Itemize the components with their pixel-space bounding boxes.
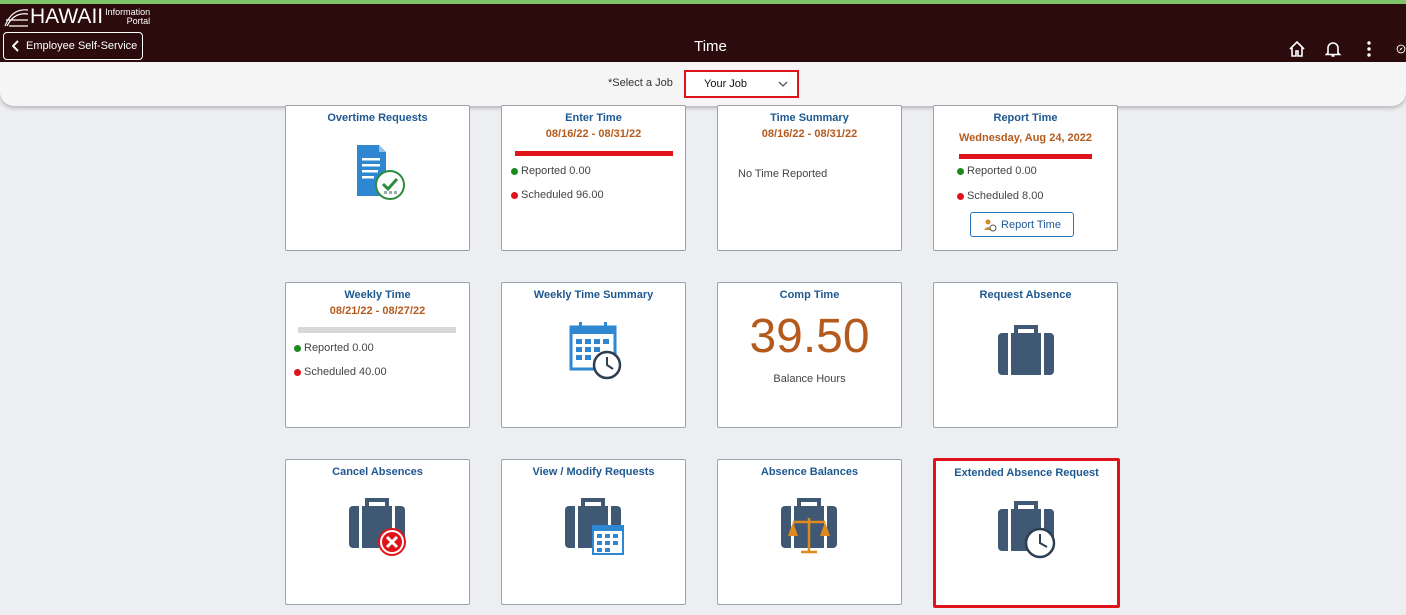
- tile-title: Report Time: [993, 112, 1058, 124]
- reported-stat: Reported 0.00: [294, 342, 374, 354]
- progress-bar: [515, 151, 673, 156]
- tile-title: Comp Time: [779, 289, 840, 301]
- tile-title: Overtime Requests: [327, 112, 428, 124]
- more-icon[interactable]: [1360, 40, 1378, 58]
- tile-title: Request Absence: [979, 289, 1072, 301]
- tile-weekly-time-summary[interactable]: Weekly Time Summary: [501, 282, 686, 428]
- tile-date: Wednesday, Aug 24, 2022: [958, 132, 1093, 144]
- tile-title: Weekly Time: [344, 289, 411, 301]
- employee-self-service-back-button[interactable]: Employee Self-Service: [3, 32, 143, 60]
- job-select-value: Your Job: [704, 78, 748, 90]
- reported-dot: [957, 167, 964, 175]
- tile-weekly-time[interactable]: Weekly Time 08/21/22 - 08/27/22 Reported…: [285, 282, 470, 428]
- tile-title: Absence Balances: [760, 466, 859, 478]
- tile-title: Weekly Time Summary: [533, 289, 654, 301]
- tile-title: Time Summary: [770, 112, 849, 124]
- no-time-text: No Time Reported: [738, 168, 828, 180]
- report-time-button[interactable]: Report Time: [970, 212, 1074, 237]
- job-selector-bar: *Select a Job Your Job: [0, 62, 1406, 106]
- tile-title: Cancel Absences: [332, 466, 423, 478]
- scheduled-stat: Scheduled 96.00: [511, 189, 604, 201]
- logo-text: HAWAII: [30, 5, 104, 28]
- hawaii-portal-logo: HAWAII Information Portal: [4, 6, 150, 28]
- tile-overtime-requests[interactable]: Overtime Requests: [285, 105, 470, 251]
- document-check-icon: [286, 142, 469, 202]
- tile-period: 08/16/22 - 08/31/22: [545, 128, 642, 140]
- select-job-label: *Select a Job: [608, 77, 673, 89]
- header-actions: [1288, 40, 1406, 58]
- person-clock-icon: [984, 219, 997, 231]
- tile-comp-time[interactable]: Comp Time 39.50 Balance Hours: [717, 282, 902, 428]
- chevron-left-icon: [12, 40, 19, 52]
- briefcase-cancel-icon: [286, 496, 469, 558]
- tile-enter-time[interactable]: Enter Time 08/16/22 - 08/31/22 Reported …: [501, 105, 686, 251]
- reported-stat: Reported 0.00: [957, 165, 1037, 177]
- tile-period: 08/16/22 - 08/31/22: [761, 128, 858, 140]
- reported-dot: [294, 344, 301, 352]
- tile-cancel-absences[interactable]: Cancel Absences: [285, 459, 470, 605]
- tile-title: View / Modify Requests: [532, 466, 655, 478]
- back-button-label: Employee Self-Service: [26, 40, 138, 52]
- job-select-dropdown[interactable]: Your Job: [684, 70, 799, 98]
- tile-title: Enter Time: [565, 112, 622, 124]
- progress-bar: [959, 154, 1092, 159]
- progress-bar: [298, 327, 456, 333]
- briefcase-icon: [934, 323, 1117, 377]
- reported-dot: [511, 167, 518, 175]
- briefcase-clock-icon: [936, 499, 1117, 561]
- tile-time-summary[interactable]: Time Summary 08/16/22 - 08/31/22 No Time…: [717, 105, 902, 251]
- scheduled-dot: [294, 368, 301, 376]
- briefcase-calendar-icon: [502, 496, 685, 558]
- tile-request-absence[interactable]: Request Absence: [933, 282, 1118, 428]
- scheduled-dot: [957, 192, 964, 200]
- chevron-down-icon: [778, 81, 788, 87]
- balance-caption: Balance Hours: [773, 373, 846, 385]
- scheduled-stat: Scheduled 8.00: [957, 190, 1043, 202]
- top-banner: HAWAII Information Portal Employee Self-…: [0, 0, 1406, 62]
- tile-view-modify-requests[interactable]: View / Modify Requests: [501, 459, 686, 605]
- calendar-clock-icon: [502, 319, 685, 381]
- tile-extended-absence-request[interactable]: Extended Absence Request: [933, 458, 1120, 608]
- logo-subtext: Information Portal: [105, 7, 151, 26]
- scheduled-dot: [511, 191, 518, 199]
- home-icon[interactable]: [1288, 40, 1306, 58]
- logo-mark-icon: [4, 9, 29, 27]
- tile-period: 08/21/22 - 08/27/22: [329, 305, 426, 317]
- bell-icon[interactable]: [1324, 40, 1342, 58]
- page-title: Time: [694, 38, 727, 55]
- tile-absence-balances[interactable]: Absence Balances: [717, 459, 902, 605]
- tile-title: Extended Absence Request: [954, 467, 1099, 479]
- compass-icon[interactable]: [1396, 40, 1406, 58]
- comp-time-balance: 39.50: [749, 310, 870, 363]
- tile-report-time[interactable]: Report Time Wednesday, Aug 24, 2022 Repo…: [933, 105, 1118, 251]
- reported-stat: Reported 0.00: [511, 165, 591, 177]
- briefcase-scale-icon: [718, 496, 901, 558]
- scheduled-stat: Scheduled 40.00: [294, 366, 387, 378]
